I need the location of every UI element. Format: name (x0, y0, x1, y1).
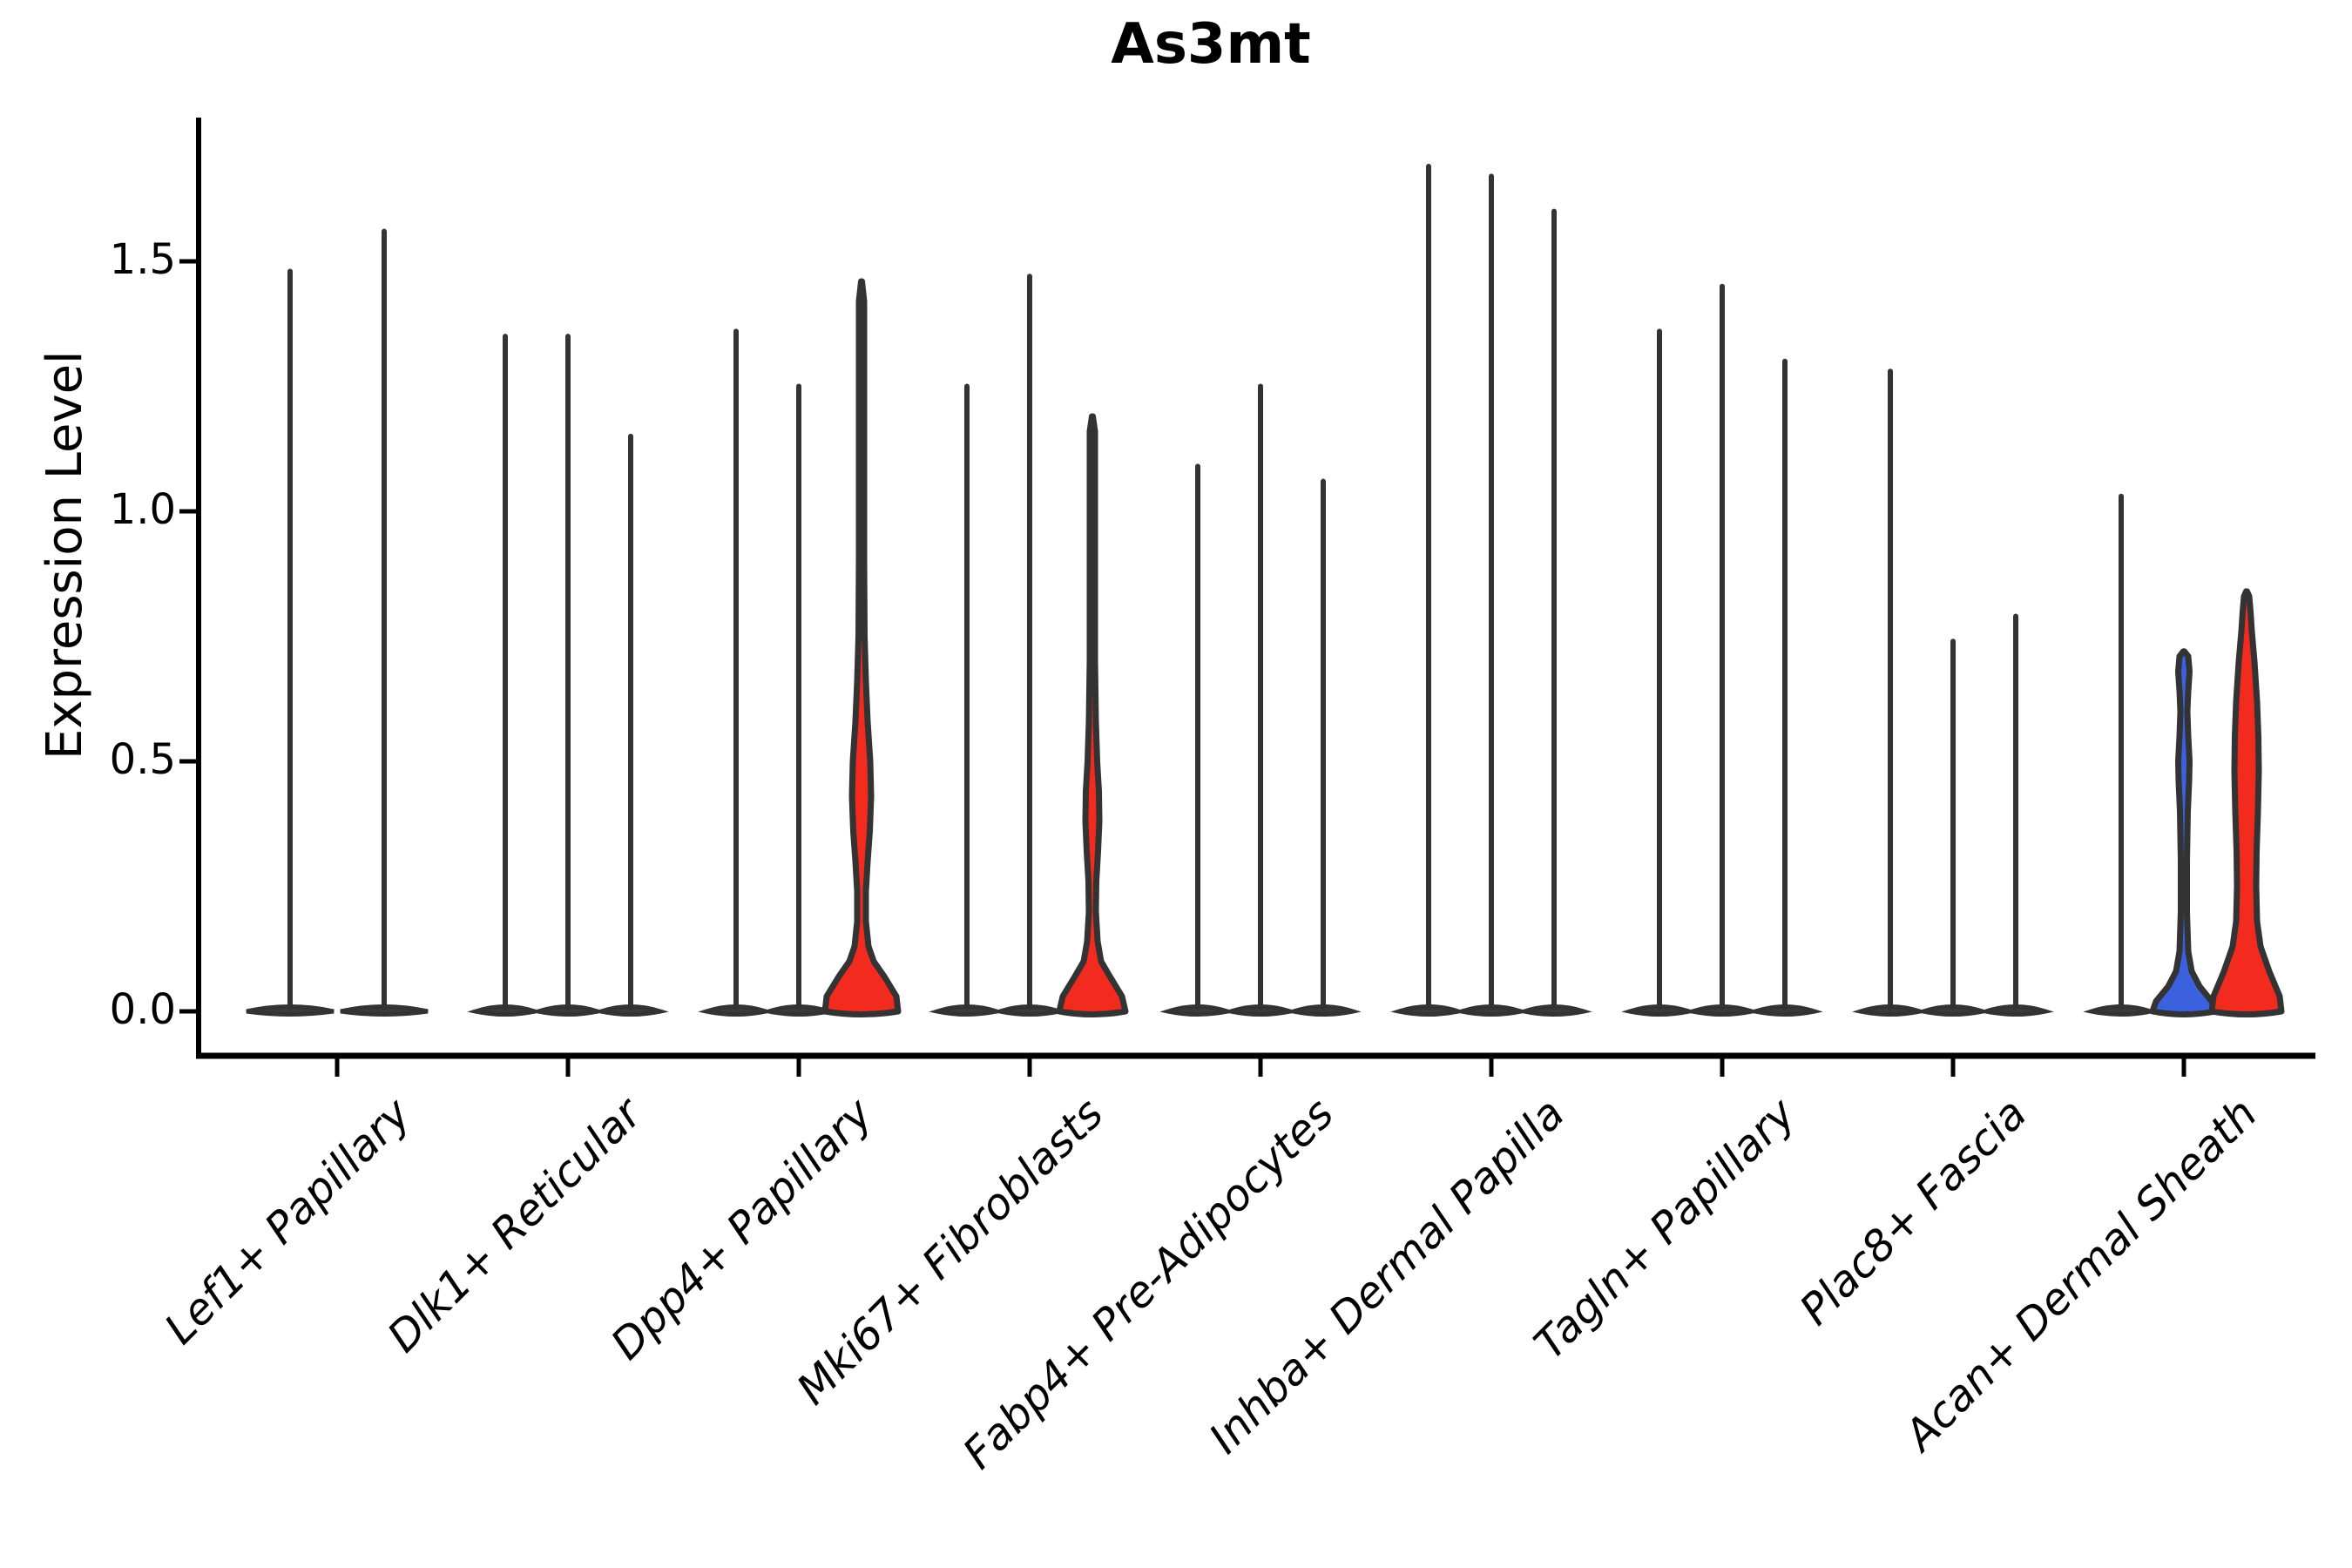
violin-red (1056, 413, 1129, 1017)
y-tick-label-0.5: 0.5 (109, 735, 176, 784)
y-axis-label: Expression Level (37, 350, 93, 760)
violin-red (821, 278, 902, 1017)
violin-base (246, 1004, 335, 1017)
y-tick-label-0.0: 0.0 (109, 985, 176, 1034)
violin-base (592, 1004, 669, 1017)
violin-base (1747, 1004, 1823, 1017)
violin-red (2208, 588, 2285, 1017)
violin-base (1977, 1004, 2054, 1017)
violin-blue (2149, 648, 2219, 1017)
y-tick-label-1.0: 1.0 (109, 485, 176, 534)
violin-base (1285, 1004, 1362, 1017)
violin-base (1516, 1004, 1592, 1017)
y-tick-label-1.5: 1.5 (109, 235, 176, 284)
violin-base (340, 1004, 429, 1017)
chart-title: As3mt (1111, 12, 1311, 77)
